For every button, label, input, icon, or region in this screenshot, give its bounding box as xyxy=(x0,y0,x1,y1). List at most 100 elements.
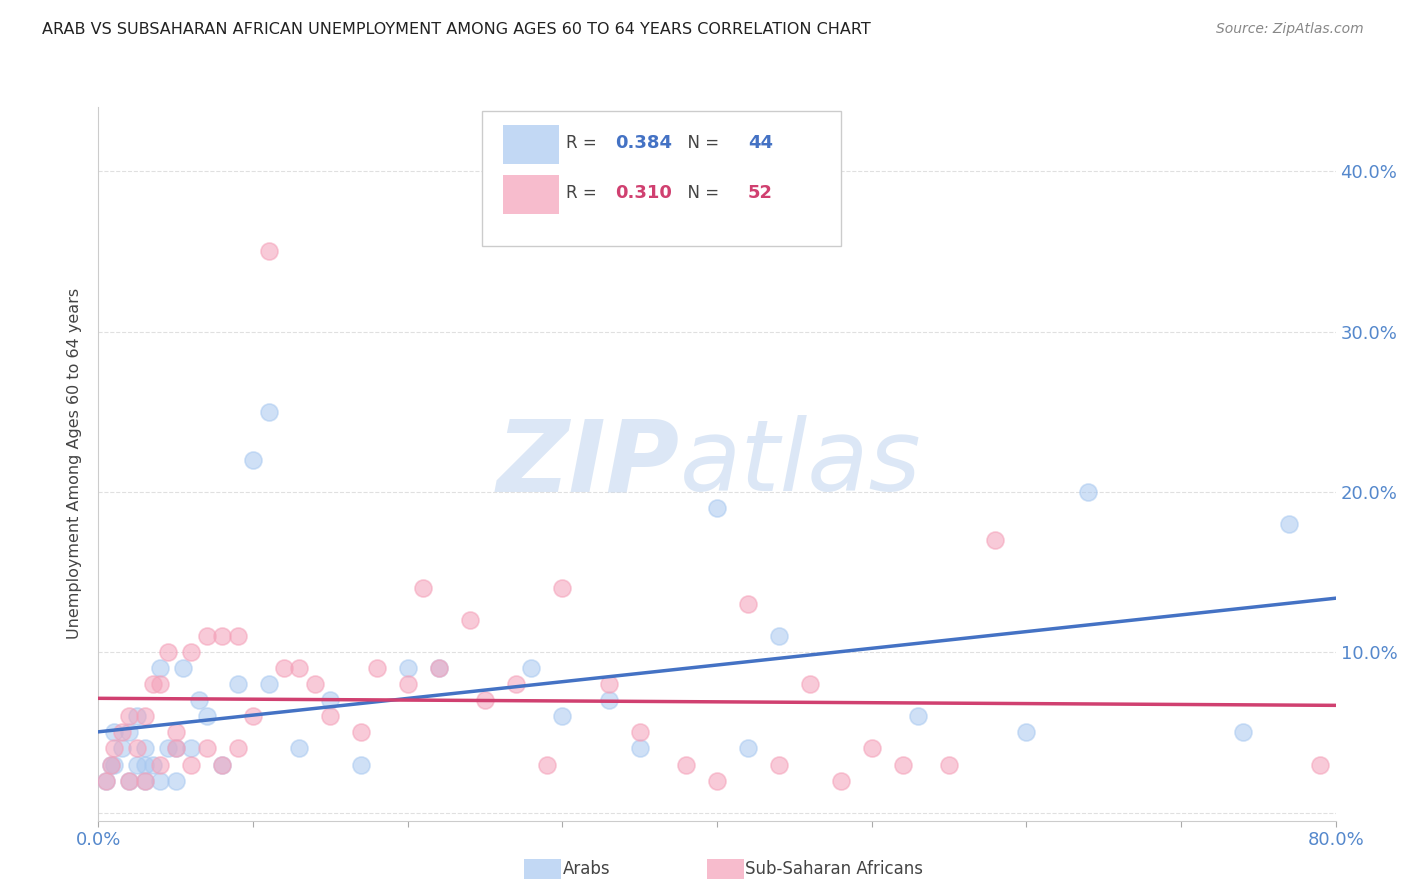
Point xyxy=(257,244,280,259)
Point xyxy=(366,661,388,675)
Point xyxy=(149,661,172,675)
Point xyxy=(96,773,118,788)
Point xyxy=(127,757,149,772)
Point xyxy=(211,757,233,772)
Point xyxy=(134,773,156,788)
Point xyxy=(127,741,149,756)
Point xyxy=(737,597,759,611)
Text: 52: 52 xyxy=(748,184,773,202)
Point xyxy=(127,709,149,723)
Point xyxy=(427,661,450,675)
Point xyxy=(134,757,156,772)
Text: atlas: atlas xyxy=(681,416,921,512)
Text: 0.310: 0.310 xyxy=(616,184,672,202)
Point xyxy=(149,757,172,772)
Point xyxy=(737,741,759,756)
Point xyxy=(180,645,202,659)
Point xyxy=(520,661,543,675)
Point xyxy=(226,629,249,643)
Point xyxy=(706,773,728,788)
Point xyxy=(118,725,141,739)
Point xyxy=(188,693,211,707)
Text: R =: R = xyxy=(567,134,602,152)
Point xyxy=(474,693,496,707)
Point xyxy=(1015,725,1038,739)
Point xyxy=(598,693,620,707)
Point xyxy=(211,757,233,772)
Point xyxy=(319,693,342,707)
Point xyxy=(706,500,728,515)
Point xyxy=(427,661,450,675)
Point xyxy=(257,677,280,691)
Point xyxy=(768,757,790,772)
Point xyxy=(180,757,202,772)
Point xyxy=(1278,516,1301,531)
Point xyxy=(768,629,790,643)
Point xyxy=(165,741,187,756)
Text: Source: ZipAtlas.com: Source: ZipAtlas.com xyxy=(1216,22,1364,37)
Point xyxy=(165,773,187,788)
Point xyxy=(860,741,883,756)
FancyBboxPatch shape xyxy=(503,175,558,214)
Point xyxy=(396,661,419,675)
Point xyxy=(103,741,125,756)
FancyBboxPatch shape xyxy=(482,111,841,246)
Point xyxy=(505,677,527,691)
Text: R =: R = xyxy=(567,184,602,202)
Point xyxy=(536,757,558,772)
Point xyxy=(242,709,264,723)
Text: 0.384: 0.384 xyxy=(616,134,672,152)
Point xyxy=(1077,484,1099,499)
Point xyxy=(195,629,218,643)
Point xyxy=(134,741,156,756)
Point xyxy=(628,741,651,756)
Point xyxy=(1232,725,1254,739)
Point xyxy=(891,757,914,772)
Text: ARAB VS SUBSAHARAN AFRICAN UNEMPLOYMENT AMONG AGES 60 TO 64 YEARS CORRELATION CH: ARAB VS SUBSAHARAN AFRICAN UNEMPLOYMENT … xyxy=(42,22,870,37)
Point xyxy=(458,613,481,627)
Point xyxy=(111,741,134,756)
Point xyxy=(551,709,574,723)
Point xyxy=(149,773,172,788)
Point xyxy=(195,709,218,723)
Point xyxy=(598,677,620,691)
Point xyxy=(118,709,141,723)
Point xyxy=(103,725,125,739)
Text: Sub-Saharan Africans: Sub-Saharan Africans xyxy=(745,860,924,878)
Point xyxy=(907,709,929,723)
Point xyxy=(304,677,326,691)
Point xyxy=(257,405,280,419)
Point xyxy=(984,533,1007,547)
Point xyxy=(165,741,187,756)
Text: ZIP: ZIP xyxy=(496,416,681,512)
Text: N =: N = xyxy=(678,134,725,152)
Point xyxy=(142,757,165,772)
Point xyxy=(396,677,419,691)
Point xyxy=(100,757,122,772)
Point xyxy=(149,677,172,691)
Point xyxy=(319,709,342,723)
Point xyxy=(830,773,852,788)
Point xyxy=(180,741,202,756)
Point xyxy=(157,645,180,659)
Point xyxy=(938,757,960,772)
Point xyxy=(157,741,180,756)
Point xyxy=(226,677,249,691)
Point xyxy=(799,677,821,691)
Point xyxy=(103,757,125,772)
Point xyxy=(675,757,697,772)
Point xyxy=(211,629,233,643)
Text: Arabs: Arabs xyxy=(562,860,610,878)
Point xyxy=(96,773,118,788)
Point xyxy=(628,725,651,739)
Point xyxy=(165,725,187,739)
Point xyxy=(111,725,134,739)
Point xyxy=(226,741,249,756)
Text: 44: 44 xyxy=(748,134,773,152)
Point xyxy=(134,773,156,788)
Point xyxy=(195,741,218,756)
Point xyxy=(142,677,165,691)
Point xyxy=(350,725,373,739)
Point xyxy=(412,581,434,595)
Point xyxy=(288,661,311,675)
